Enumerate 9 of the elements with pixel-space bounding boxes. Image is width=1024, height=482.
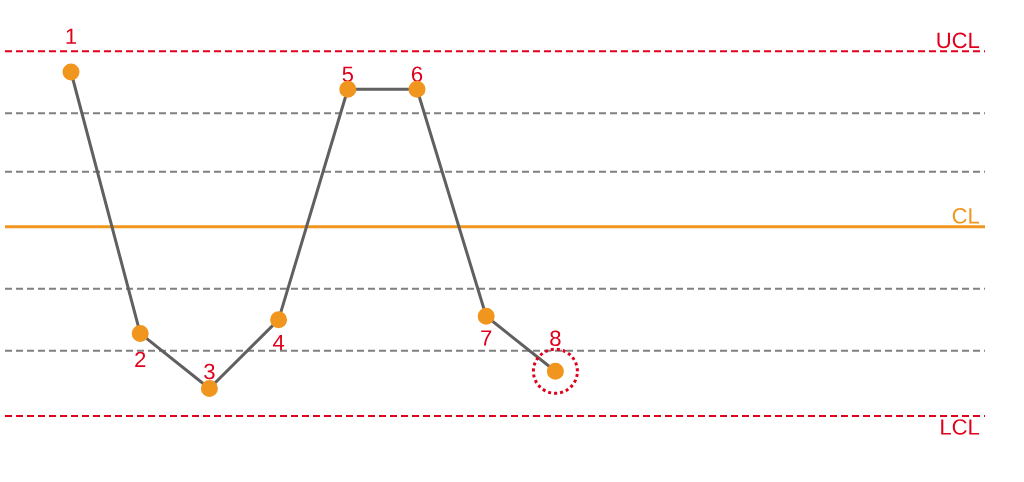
ref-line-label: CL — [952, 208, 980, 224]
x-tick-label: 8 — [550, 330, 561, 347]
x-tick-label: 1 — [66, 28, 77, 44]
x-tick-label: 3 — [204, 363, 215, 380]
ref-line-label: UCL — [937, 32, 980, 49]
x-tick-label: 7 — [481, 330, 492, 346]
x-tick-label: 2 — [135, 351, 146, 367]
ref-line-label: LCL — [941, 419, 980, 435]
x-tick-label: 4 — [272, 334, 285, 351]
